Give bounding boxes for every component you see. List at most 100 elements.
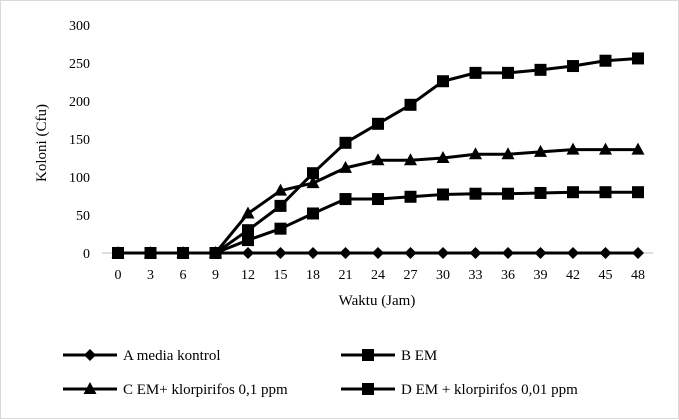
legend-label: C EM+ klorpirifos 0,1 ppm bbox=[123, 382, 288, 398]
data-point-square bbox=[632, 186, 644, 199]
x-tick-label: 9 bbox=[212, 268, 219, 283]
x-tick-label: 6 bbox=[180, 268, 187, 283]
data-point-square bbox=[599, 54, 612, 67]
data-point-square bbox=[437, 188, 449, 201]
legend-marker-diamond bbox=[84, 349, 96, 361]
data-point-diamond bbox=[339, 247, 352, 259]
data-point-triangle bbox=[241, 206, 255, 219]
legend-label: A media kontrol bbox=[123, 348, 221, 364]
x-tick-label: 33 bbox=[469, 268, 483, 283]
x-tick-label: 12 bbox=[241, 268, 255, 283]
data-point-diamond bbox=[632, 247, 644, 259]
x-tick-label: 45 bbox=[599, 268, 613, 283]
data-point-square bbox=[307, 167, 319, 180]
data-point-diamond bbox=[404, 247, 417, 259]
x-tick-label: 42 bbox=[566, 268, 580, 283]
legend-item: A media kontrol bbox=[63, 348, 221, 364]
data-point-square bbox=[339, 136, 352, 149]
data-point-triangle bbox=[306, 176, 320, 189]
legend-item: D EM + klorpirifos 0,01 ppm bbox=[341, 382, 578, 398]
data-point-diamond bbox=[437, 247, 449, 259]
data-point-square bbox=[307, 207, 319, 220]
data-point-square bbox=[502, 66, 514, 79]
x-tick-label: 0 bbox=[115, 268, 122, 283]
data-point-triangle bbox=[631, 142, 645, 155]
x-tick-label: 18 bbox=[306, 268, 320, 283]
data-point-triangle bbox=[469, 147, 482, 160]
data-point-triangle bbox=[534, 144, 547, 157]
legend-item: B EM bbox=[341, 348, 437, 364]
data-point-triangle bbox=[404, 153, 417, 166]
data-point-square bbox=[502, 187, 514, 200]
data-point-square bbox=[632, 52, 644, 65]
x-tick-label: 36 bbox=[501, 268, 515, 283]
legend-label: B EM bbox=[401, 348, 437, 364]
data-point-square bbox=[339, 193, 352, 206]
data-point-diamond bbox=[274, 247, 287, 259]
data-point-square bbox=[242, 234, 254, 247]
y-axis-title: Koloni (Cfu) bbox=[34, 104, 50, 182]
data-point-square bbox=[534, 63, 547, 76]
y-tick-label: 200 bbox=[69, 95, 90, 110]
y-axis-ticks: 0 50 100 150 200 250 300 bbox=[69, 19, 90, 262]
data-point-square bbox=[274, 199, 287, 212]
data-point-square bbox=[242, 224, 254, 237]
data-point-square bbox=[437, 75, 449, 88]
x-axis-title: Waktu (Jam) bbox=[339, 293, 416, 309]
series-2 bbox=[112, 52, 644, 259]
x-tick-label: 24 bbox=[371, 268, 385, 283]
y-tick-label: 300 bbox=[69, 19, 90, 34]
data-point-square bbox=[404, 190, 417, 203]
data-point-square bbox=[144, 247, 157, 259]
data-point-square bbox=[567, 60, 579, 73]
x-tick-label: 30 bbox=[436, 268, 450, 283]
data-point-square bbox=[112, 247, 124, 259]
data-point-diamond bbox=[372, 247, 384, 259]
legend-marker-triangle bbox=[83, 382, 97, 394]
y-tick-label: 150 bbox=[69, 133, 90, 148]
y-tick-label: 50 bbox=[76, 209, 90, 224]
data-point-square bbox=[372, 193, 384, 206]
x-tick-label: 27 bbox=[404, 268, 418, 283]
data-point-diamond bbox=[599, 247, 612, 259]
y-tick-label: 0 bbox=[83, 247, 90, 262]
data-point-triangle bbox=[566, 142, 580, 155]
data-point-diamond bbox=[534, 247, 547, 259]
legend-item: C EM+ klorpirifos 0,1 ppm bbox=[63, 382, 288, 398]
x-axis-ticks: 0 3 6 9 12 15 18 21 24 27 30 33 36 39 42 45 48 bbox=[115, 268, 646, 283]
data-point-square bbox=[209, 247, 222, 259]
data-point-diamond bbox=[567, 247, 579, 259]
x-tick-label: 39 bbox=[534, 268, 548, 283]
x-tick-label: 15 bbox=[274, 268, 288, 283]
legend-marker-square bbox=[362, 383, 374, 395]
data-point-triangle bbox=[339, 160, 352, 173]
legend-label: D EM + klorpirifos 0,01 ppm bbox=[401, 382, 578, 398]
data-point-diamond bbox=[307, 247, 319, 259]
data-point-square bbox=[599, 186, 612, 199]
data-point-square bbox=[469, 66, 482, 79]
data-point-square bbox=[404, 98, 417, 111]
x-tick-label: 21 bbox=[339, 268, 353, 283]
data-point-square bbox=[534, 186, 547, 199]
legend-marker-square bbox=[362, 349, 374, 361]
data-point-triangle bbox=[599, 142, 612, 155]
legend: A media kontrol B EM C EM+ klorpirifos 0,1… bbox=[63, 348, 578, 398]
data-point-square bbox=[469, 187, 482, 200]
data-point-diamond bbox=[502, 247, 514, 259]
data-point-diamond bbox=[242, 247, 254, 259]
y-tick-label: 250 bbox=[69, 57, 90, 72]
x-tick-label: 48 bbox=[631, 268, 645, 283]
x-tick-label: 3 bbox=[147, 268, 154, 283]
series-layer bbox=[111, 52, 645, 259]
data-point-triangle bbox=[436, 151, 450, 163]
data-point-square bbox=[372, 117, 384, 130]
y-tick-label: 100 bbox=[69, 171, 90, 186]
data-point-triangle bbox=[371, 153, 385, 166]
data-point-square bbox=[177, 247, 189, 259]
data-point-triangle bbox=[274, 183, 287, 196]
data-point-triangle bbox=[501, 147, 515, 160]
data-point-square bbox=[274, 222, 287, 235]
data-point-square bbox=[567, 186, 579, 199]
